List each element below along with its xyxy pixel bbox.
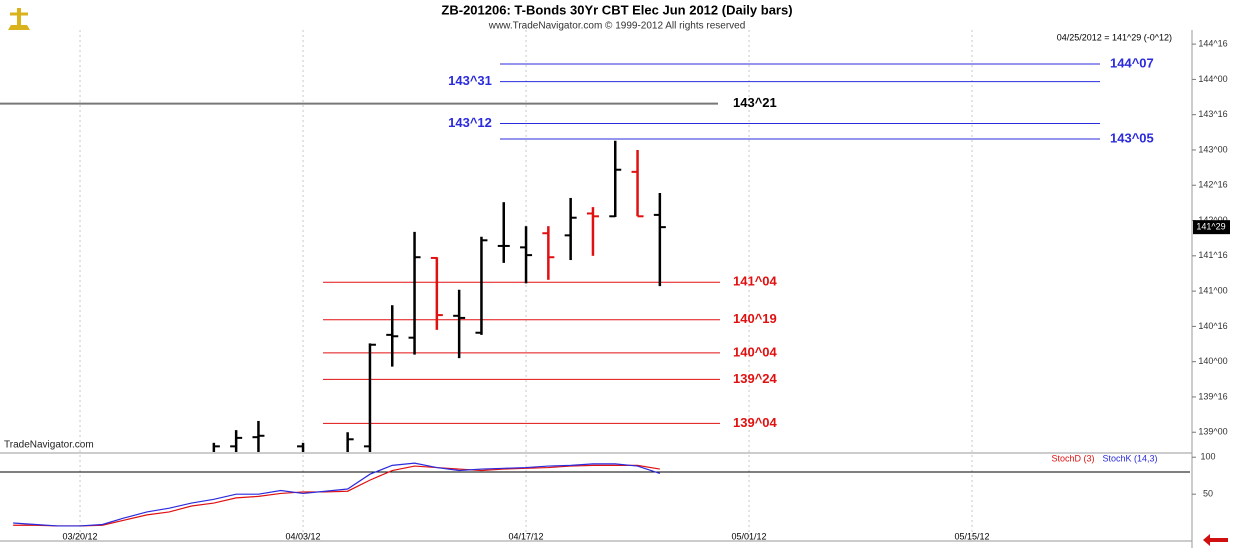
price-info: 04/25/2012 = 141^29 (-0^12) xyxy=(1057,32,1172,42)
last-price-box xyxy=(1193,220,1230,235)
y-tick-label: 139^00 xyxy=(1198,427,1227,437)
x-tick-label: 04/03/12 xyxy=(286,531,321,541)
y-tick-label: 141^00 xyxy=(1198,285,1227,295)
y-tick-label: 142^16 xyxy=(1198,180,1227,190)
level-label: 143^31 xyxy=(448,73,492,88)
level-label: 139^04 xyxy=(733,415,778,430)
y-tick-label: 139^16 xyxy=(1198,391,1227,401)
x-tick-label: 05/15/12 xyxy=(955,531,990,541)
y-tick-label: 144^16 xyxy=(1198,38,1227,48)
y-tick-label: 100 xyxy=(1200,452,1215,462)
level-label: 139^24 xyxy=(733,371,778,386)
stoch-line xyxy=(13,464,660,527)
stoch-line xyxy=(13,462,661,527)
x-tick-label: 04/17/12 xyxy=(509,531,544,541)
y-tick-label: 143^00 xyxy=(1198,144,1227,154)
y-tick-label: 50 xyxy=(1203,489,1213,499)
level-label: 143^05 xyxy=(1110,130,1154,145)
scroll-arrow[interactable] xyxy=(1203,534,1228,546)
x-tick-label: 03/20/12 xyxy=(63,531,98,541)
level-label: 144^07 xyxy=(1110,55,1154,70)
legend-entry: StochD (3) xyxy=(1051,453,1094,463)
chart-title: ZB-201206: T-Bonds 30Yr CBT Elec Jun 201… xyxy=(441,2,792,17)
level-label: 140^04 xyxy=(733,344,778,359)
x-tick-label: 05/01/12 xyxy=(732,531,767,541)
level-label: 141^04 xyxy=(733,274,778,289)
logo-icon xyxy=(8,8,30,30)
watermark: TradeNavigator.com xyxy=(4,440,94,451)
last-price-label: 141^29 xyxy=(1196,222,1225,232)
y-tick-label: 140^16 xyxy=(1198,321,1227,331)
level-label: 143^12 xyxy=(448,115,492,130)
legend-entry: StochK (14,3) xyxy=(1102,453,1157,463)
level-label: 143^21 xyxy=(733,95,777,110)
chart-subtitle: www.TradeNavigator.com © 1999-2012 All r… xyxy=(488,21,746,32)
y-tick-label: 142^00 xyxy=(1198,215,1227,225)
y-tick-label: 144^00 xyxy=(1198,74,1227,84)
y-tick-label: 140^00 xyxy=(1198,356,1227,366)
level-label: 140^19 xyxy=(733,311,777,326)
y-tick-label: 143^16 xyxy=(1198,109,1227,119)
y-tick-label: 141^16 xyxy=(1198,250,1227,260)
